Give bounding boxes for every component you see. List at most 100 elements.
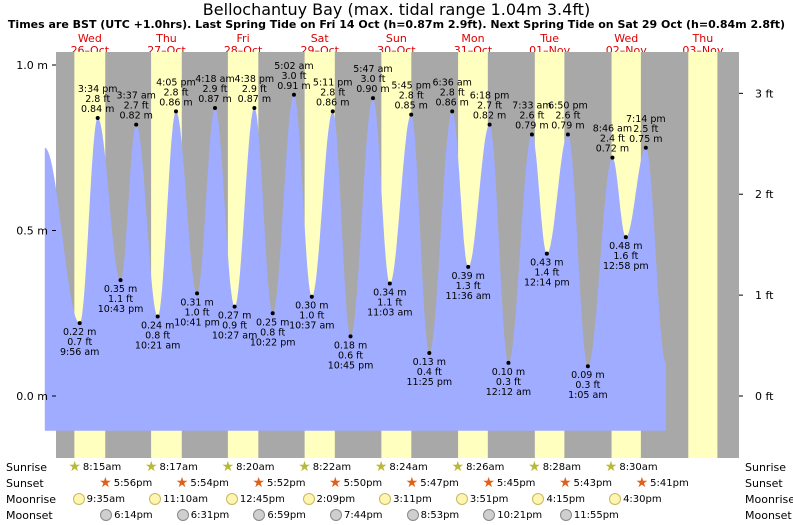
moonrise-entry: 2:09pm	[302, 493, 355, 505]
tide-label-13-2: 10:37 am	[289, 321, 334, 332]
tide-label-9-1: 0.9 ft	[222, 321, 247, 332]
tide-label-12-2: 0.91 m	[277, 81, 310, 92]
tide-label-2-1: 2.8 ft	[85, 94, 110, 105]
sunrise-time: 8:20am	[236, 461, 275, 473]
star-icon: ★	[221, 459, 235, 475]
moonrise-time: 3:11pm	[393, 493, 432, 505]
tide-label-5-1: 0.8 ft	[145, 331, 170, 342]
tide-label-14-0: 5:11 pm	[313, 77, 353, 88]
tide-point-26	[565, 132, 570, 137]
day-dow: Sun	[385, 32, 407, 45]
star-icon: ★	[635, 475, 649, 491]
tide-label-1-0: 0.22 m	[63, 327, 96, 338]
tide-label-7-0: 0.31 m	[180, 297, 213, 308]
sunset-row-label-right: Sunset	[745, 477, 783, 490]
tide-label-27-2: 1:05 am	[568, 390, 607, 401]
tide-label-14-2: 0.86 m	[316, 97, 349, 108]
sunrise-time: 8:24am	[389, 461, 428, 473]
moonset-time: 7:44pm	[344, 509, 383, 521]
sunrise-entry: ★ 8:22am	[298, 460, 352, 474]
tide-label-21-2: 11:36 am	[445, 291, 490, 302]
tide-label-4-1: 2.7 ft	[124, 101, 149, 112]
tide-point-3	[118, 278, 123, 283]
tide-label-28-1: 2.4 ft	[600, 134, 625, 145]
tide-point-28	[610, 155, 615, 160]
tide-label-25-1: 1.4 ft	[534, 268, 559, 279]
tide-label-15-2: 10:45 pm	[328, 360, 374, 371]
tide-label-23-0: 0.10 m	[492, 367, 525, 378]
y-right-label-2: 2 ft	[755, 188, 774, 201]
moon-icon	[406, 509, 419, 521]
tide-point-24	[529, 132, 534, 137]
day-dow: Thu	[692, 32, 714, 45]
tide-label-21-0: 0.39 m	[451, 271, 484, 282]
tide-point-5	[155, 314, 160, 319]
sunset-time: 5:45pm	[496, 477, 536, 489]
sunset-time: 5:47pm	[420, 477, 459, 489]
day-dow: Wed	[77, 32, 102, 45]
moonrise-entry: 3:51pm	[455, 493, 508, 505]
tide-point-27	[585, 364, 590, 369]
moon-icon	[455, 493, 468, 505]
moonset-time: 6:31pm	[190, 509, 230, 521]
tide-point-18	[409, 112, 414, 117]
y-left-label-1: 0.5 m	[16, 225, 48, 238]
tide-point-29	[623, 235, 628, 240]
moonset-time: 6:59pm	[267, 509, 306, 521]
tide-label-20-1: 2.8 ft	[440, 87, 465, 98]
moonset-row-label-left: Moonset	[6, 509, 53, 522]
tide-label-16-1: 3.0 ft	[360, 74, 385, 85]
tide-point-25	[544, 251, 549, 256]
moon-icon	[532, 493, 545, 505]
moonset-time: 10:21pm	[497, 509, 543, 521]
tide-label-18-2: 0.85 m	[394, 101, 427, 112]
tide-point-2	[95, 115, 100, 120]
y-right-label-0: 0 ft	[755, 390, 774, 403]
sunset-time: 5:56pm	[113, 477, 153, 489]
star-icon: ★	[175, 475, 189, 491]
daylight-band-8	[688, 52, 718, 458]
tide-label-28-2: 0.72 m	[596, 144, 629, 155]
moonrise-entry: 9:35am	[72, 493, 125, 505]
tide-label-10-1: 2.9 ft	[242, 84, 267, 95]
tide-label-24-0: 7:33 am	[512, 101, 551, 112]
tide-label-11-2: 10:22 pm	[250, 337, 296, 348]
tide-point-17	[387, 281, 392, 286]
sunrise-time: 8:22am	[312, 461, 352, 473]
tide-label-27-1: 0.3 ft	[575, 380, 600, 391]
tide-label-3-0: 0.35 m	[104, 284, 137, 295]
tide-label-18-1: 2.8 ft	[399, 91, 424, 102]
sunrise-entry: ★ 8:28am	[528, 460, 581, 474]
sunset-entry: ★ 5:45pm	[482, 475, 536, 491]
tide-label-16-2: 0.90 m	[356, 84, 389, 95]
moon-icon	[483, 509, 496, 521]
tide-label-8-2: 0.87 m	[198, 94, 231, 105]
sunrise-row-label-right: Sunrise	[745, 461, 787, 474]
tide-point-7	[195, 291, 200, 296]
moon-icon	[379, 493, 392, 505]
moonrise-time: 4:30pm	[623, 493, 662, 505]
tide-label-4-0: 3:37 am	[116, 91, 155, 102]
y-right-label-3: 3 ft	[755, 87, 774, 100]
sunset-entry: ★ 5:54pm	[175, 475, 229, 491]
tide-label-29-0: 0.48 m	[609, 241, 642, 252]
star-icon: ★	[482, 475, 495, 491]
tide-point-11	[270, 311, 275, 316]
sunrise-entry: ★ 8:24am	[375, 460, 428, 474]
tide-point-21	[466, 264, 471, 269]
star-icon: ★	[144, 459, 158, 475]
moon-icon	[330, 509, 342, 521]
tide-label-12-1: 3.0 ft	[281, 71, 306, 82]
y-right-label-1: 1 ft	[755, 289, 774, 302]
moonset-entry: 6:59pm	[253, 509, 306, 521]
star-icon: ★	[451, 459, 465, 475]
tide-point-19	[427, 350, 432, 355]
tide-label-27-0: 0.09 m	[571, 370, 604, 381]
tide-label-17-2: 11:03 am	[367, 307, 412, 318]
moonset-time: 6:14pm	[114, 509, 153, 521]
moonset-entry: 10:21pm	[483, 509, 542, 521]
star-icon: ★	[604, 459, 618, 475]
tide-label-19-1: 0.4 ft	[417, 367, 442, 378]
tide-label-2-0: 3:34 pm	[78, 84, 118, 95]
tide-point-9	[232, 304, 237, 309]
